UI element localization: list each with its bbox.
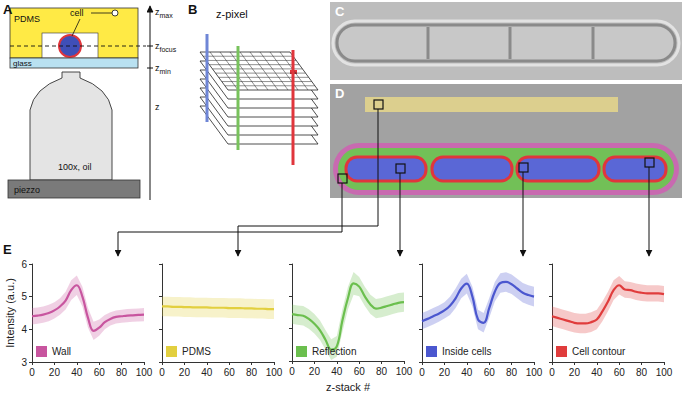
svg-text:20: 20: [49, 367, 61, 378]
svg-text:100: 100: [526, 367, 543, 378]
svg-text:60: 60: [94, 367, 106, 378]
svg-text:D: D: [335, 86, 344, 101]
svg-text:100x, oil: 100x, oil: [58, 162, 92, 172]
svg-text:0: 0: [289, 366, 295, 377]
svg-text:PDMS: PDMS: [182, 346, 211, 357]
svg-text:piezzo: piezzo: [14, 185, 40, 195]
svg-text:C: C: [335, 4, 345, 19]
svg-text:0: 0: [549, 367, 555, 378]
svg-text:40: 40: [461, 367, 473, 378]
svg-text:40: 40: [201, 367, 213, 378]
svg-text:40: 40: [71, 367, 83, 378]
svg-text:Wall: Wall: [52, 346, 71, 357]
svg-text:4: 4: [21, 324, 27, 335]
svg-text:40: 40: [331, 366, 343, 377]
svg-text:100: 100: [266, 367, 283, 378]
svg-text:40: 40: [591, 367, 603, 378]
svg-text:60: 60: [224, 367, 236, 378]
svg-text:100: 100: [396, 366, 413, 377]
svg-text:80: 80: [506, 367, 518, 378]
svg-text:Intensity (a.u.): Intensity (a.u.): [4, 278, 16, 348]
svg-text:60: 60: [614, 367, 626, 378]
svg-text:E: E: [3, 242, 12, 257]
svg-text:Cell contour: Cell contour: [572, 346, 626, 357]
svg-text:80: 80: [376, 366, 388, 377]
svg-text:zmax: zmax: [155, 7, 173, 19]
svg-text:0: 0: [419, 367, 425, 378]
svg-text:20: 20: [439, 367, 451, 378]
svg-text:zmin: zmin: [155, 63, 171, 75]
svg-text:6: 6: [21, 259, 27, 270]
svg-text:A: A: [3, 2, 13, 17]
svg-text:20: 20: [179, 367, 191, 378]
svg-text:80: 80: [116, 367, 128, 378]
svg-text:20: 20: [569, 367, 581, 378]
svg-text:0: 0: [159, 367, 165, 378]
svg-text:B: B: [188, 2, 197, 17]
svg-text:80: 80: [246, 367, 258, 378]
svg-text:cell: cell: [70, 8, 84, 18]
svg-text:60: 60: [484, 367, 496, 378]
svg-text:100: 100: [656, 367, 673, 378]
svg-text:Reflection: Reflection: [312, 346, 356, 357]
svg-text:20: 20: [309, 366, 321, 377]
svg-text:Inside cells: Inside cells: [442, 346, 491, 357]
svg-text:0: 0: [29, 367, 35, 378]
svg-text:80: 80: [636, 367, 648, 378]
svg-text:5: 5: [21, 291, 27, 302]
svg-text:zfocus: zfocus: [155, 41, 177, 53]
svg-text:PDMS: PDMS: [14, 14, 40, 24]
svg-text:60: 60: [354, 366, 366, 377]
svg-text:z-pixel: z-pixel: [216, 8, 248, 20]
svg-text:z-stack #: z-stack #: [326, 381, 371, 393]
svg-text:glass: glass: [13, 59, 32, 68]
svg-text:3: 3: [21, 357, 27, 368]
svg-text:z: z: [155, 102, 160, 112]
svg-text:100: 100: [136, 367, 153, 378]
